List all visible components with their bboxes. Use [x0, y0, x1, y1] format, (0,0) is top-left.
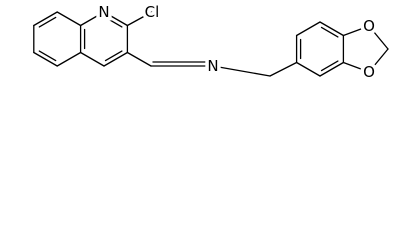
bond	[368, 48, 389, 73]
bond	[295, 21, 321, 37]
double-bond-line	[320, 26, 339, 38]
atom-label: O	[363, 17, 375, 35]
bond	[79, 11, 105, 27]
bond	[126, 51, 152, 67]
bond	[103, 11, 129, 27]
bond	[269, 61, 298, 77]
bond	[342, 61, 370, 73]
page: N Cl N O O (() => { const data = JSON.pa…	[0, 0, 417, 98]
bond	[295, 61, 321, 77]
atom-label: N	[207, 57, 218, 75]
bond	[103, 51, 129, 67]
bond	[342, 25, 370, 37]
bond	[212, 65, 271, 77]
bond	[56, 51, 82, 67]
bond	[319, 21, 345, 37]
bond	[126, 11, 153, 27]
double-bond-line	[38, 16, 57, 28]
double-bond-line	[104, 16, 123, 28]
atom-labels: N Cl N O O	[95, 0, 379, 85]
bond	[33, 51, 58, 67]
double-bond-line	[104, 50, 123, 62]
atom-label: O	[363, 63, 375, 81]
bonds	[33, 11, 389, 77]
bond	[319, 61, 345, 77]
bond	[79, 51, 105, 67]
double-bond-line	[320, 60, 339, 72]
structure-diagram: N Cl N O O	[33, 0, 389, 85]
atom-label: Cl	[145, 3, 160, 21]
bond	[33, 11, 58, 27]
double-bond-line	[38, 50, 57, 62]
bond	[368, 25, 389, 50]
atom-label: N	[98, 3, 109, 21]
bond	[56, 11, 82, 27]
